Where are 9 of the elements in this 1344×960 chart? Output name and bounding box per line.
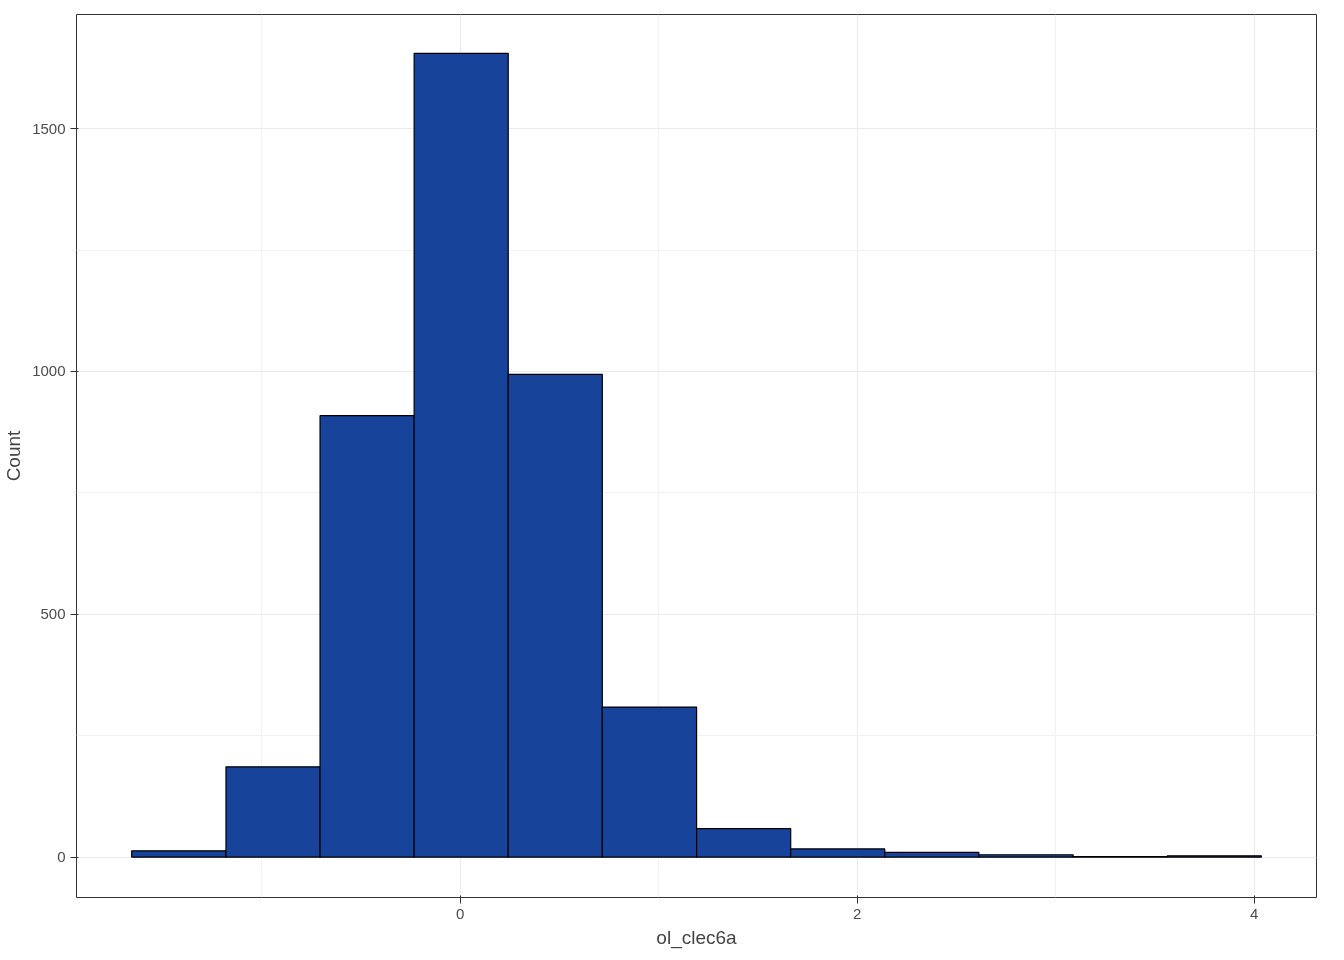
y-axis-title: Count <box>3 429 25 482</box>
y-tick-label: 0 <box>57 848 66 866</box>
x-tick-label: 0 <box>456 904 465 922</box>
x-tick-label: 4 <box>1250 904 1259 922</box>
x-axis-title: ol_clec6a <box>656 926 738 949</box>
y-tick-label: 500 <box>40 605 66 623</box>
y-tick-label: 1000 <box>32 362 66 380</box>
y-tick-label: 1500 <box>32 119 66 137</box>
x-tick-label: 2 <box>853 904 862 922</box>
